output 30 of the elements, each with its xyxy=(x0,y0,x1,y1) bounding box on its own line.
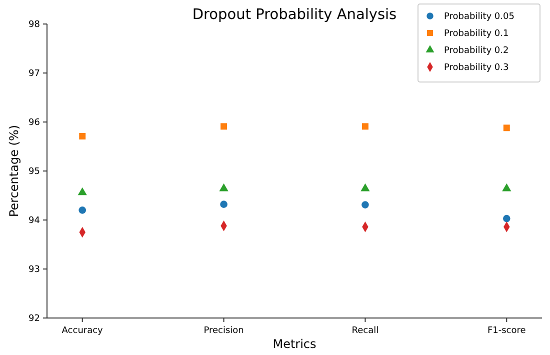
point xyxy=(78,206,86,214)
point xyxy=(503,124,510,132)
point xyxy=(360,183,370,192)
chart-title: Dropout Probability Analysis xyxy=(192,7,397,23)
point xyxy=(362,123,368,130)
y-tick-label: 98 xyxy=(28,20,40,30)
legend-label: Probability 0.1 xyxy=(444,29,509,40)
y-tick-label: 93 xyxy=(28,265,40,276)
y-tick-label: 96 xyxy=(28,118,40,128)
point xyxy=(78,187,87,196)
y-tick-label: 95 xyxy=(28,167,40,178)
point xyxy=(502,214,510,222)
x-tick-label: Precision xyxy=(204,326,244,336)
x-tick-label: Accuracy xyxy=(62,326,104,336)
legend-label: Probability 0.2 xyxy=(444,46,509,56)
y-tick-label: 97 xyxy=(28,69,40,80)
x-axis-title: Metrics xyxy=(272,337,316,351)
y-tick-label: 94 xyxy=(28,216,40,226)
point xyxy=(219,183,228,192)
y-tick-label: 92 xyxy=(28,314,40,324)
point xyxy=(79,132,86,140)
point xyxy=(220,123,228,130)
legend-label: Probability 0.3 xyxy=(444,63,509,74)
legend-label: Probability 0.05 xyxy=(444,12,514,22)
point xyxy=(362,201,369,208)
y-axis-title: Percentage (%) xyxy=(7,124,21,218)
x-tick-label: Recall xyxy=(352,326,379,336)
point xyxy=(220,200,228,208)
point xyxy=(502,183,512,192)
x-tick-label: F1-score xyxy=(487,326,526,336)
